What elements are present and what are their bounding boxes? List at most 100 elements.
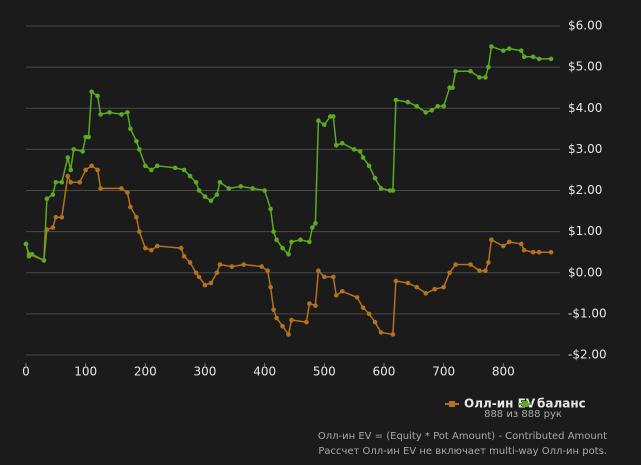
point — [172, 165, 178, 171]
point — [313, 221, 318, 226]
point — [366, 311, 372, 317]
point — [196, 188, 202, 193]
point — [226, 186, 232, 191]
point — [29, 251, 35, 257]
point — [333, 293, 339, 298]
point — [435, 103, 440, 109]
point — [202, 282, 208, 288]
point — [339, 140, 345, 146]
point — [489, 44, 494, 49]
point — [468, 68, 473, 74]
point — [307, 239, 312, 245]
point — [501, 243, 506, 249]
y-tick-label: $2.00 — [568, 183, 602, 197]
point — [208, 280, 214, 286]
point — [59, 179, 65, 185]
point — [354, 295, 360, 300]
point — [119, 112, 124, 117]
point — [453, 262, 458, 267]
point — [521, 247, 527, 253]
x-tick-label: 800 — [492, 365, 515, 379]
point — [447, 270, 452, 276]
point — [187, 260, 193, 265]
point — [44, 196, 50, 202]
footnote: Олл-ин EV = (Equity * Pot Amount) - Cont… — [318, 431, 607, 442]
point — [77, 179, 82, 185]
point — [262, 188, 267, 193]
point — [304, 319, 309, 325]
point — [214, 192, 220, 197]
y-tick-label: -$2.00 — [568, 348, 607, 362]
point — [83, 167, 88, 173]
point — [423, 291, 429, 296]
point — [339, 288, 345, 294]
point — [330, 274, 336, 280]
point — [65, 173, 71, 179]
point — [80, 149, 85, 154]
point — [280, 245, 285, 251]
footnote: Рассчет Олл-ин EV не включает multi-way … — [318, 446, 607, 457]
point — [530, 54, 536, 60]
point — [229, 264, 235, 269]
x-tick-label: 0 — [22, 365, 30, 379]
point — [530, 249, 536, 255]
y-tick-label: $1.00 — [568, 224, 602, 238]
point — [366, 163, 372, 169]
point — [143, 163, 148, 169]
point — [414, 103, 420, 109]
point — [238, 184, 244, 189]
point — [265, 268, 270, 273]
point — [181, 167, 187, 173]
point — [501, 48, 506, 53]
point — [429, 108, 435, 113]
point — [307, 301, 312, 306]
point — [477, 268, 482, 273]
point — [181, 253, 187, 259]
hands-label: 888 из 888 рук — [484, 409, 562, 420]
point — [322, 122, 327, 127]
point — [518, 241, 524, 247]
x-tick-label: 100 — [74, 365, 97, 379]
point — [214, 270, 220, 276]
point — [187, 173, 193, 179]
x-tick-label: 500 — [313, 365, 336, 379]
point — [289, 239, 294, 245]
legend-label: Олл-ин EV — [464, 397, 536, 411]
point — [518, 48, 524, 53]
point — [86, 134, 91, 140]
point — [286, 332, 291, 337]
point — [41, 258, 47, 263]
point — [208, 198, 214, 204]
y-tick-label: $4.00 — [568, 101, 602, 115]
y-tick-label: -$1.00 — [568, 306, 607, 320]
point — [107, 110, 112, 115]
point — [489, 237, 494, 243]
point — [548, 56, 554, 62]
point — [333, 142, 339, 148]
point — [134, 214, 139, 220]
point — [298, 237, 303, 243]
point — [271, 229, 276, 234]
y-tick-label: $5.00 — [568, 60, 602, 74]
point — [143, 245, 148, 251]
point — [536, 249, 542, 255]
point — [71, 147, 77, 152]
point — [378, 330, 384, 335]
y-tick-label: $6.00 — [568, 19, 602, 33]
point — [68, 167, 74, 173]
point — [250, 186, 256, 191]
point — [360, 305, 366, 311]
point — [477, 75, 482, 80]
y-tick-label: $3.00 — [568, 142, 602, 156]
point — [274, 237, 279, 243]
point — [68, 179, 74, 185]
point — [137, 229, 142, 234]
point — [196, 274, 202, 280]
legend-label: баланс — [537, 397, 586, 411]
point — [313, 303, 318, 308]
point — [23, 241, 29, 247]
legend-swatch — [449, 401, 455, 407]
point — [393, 97, 399, 103]
